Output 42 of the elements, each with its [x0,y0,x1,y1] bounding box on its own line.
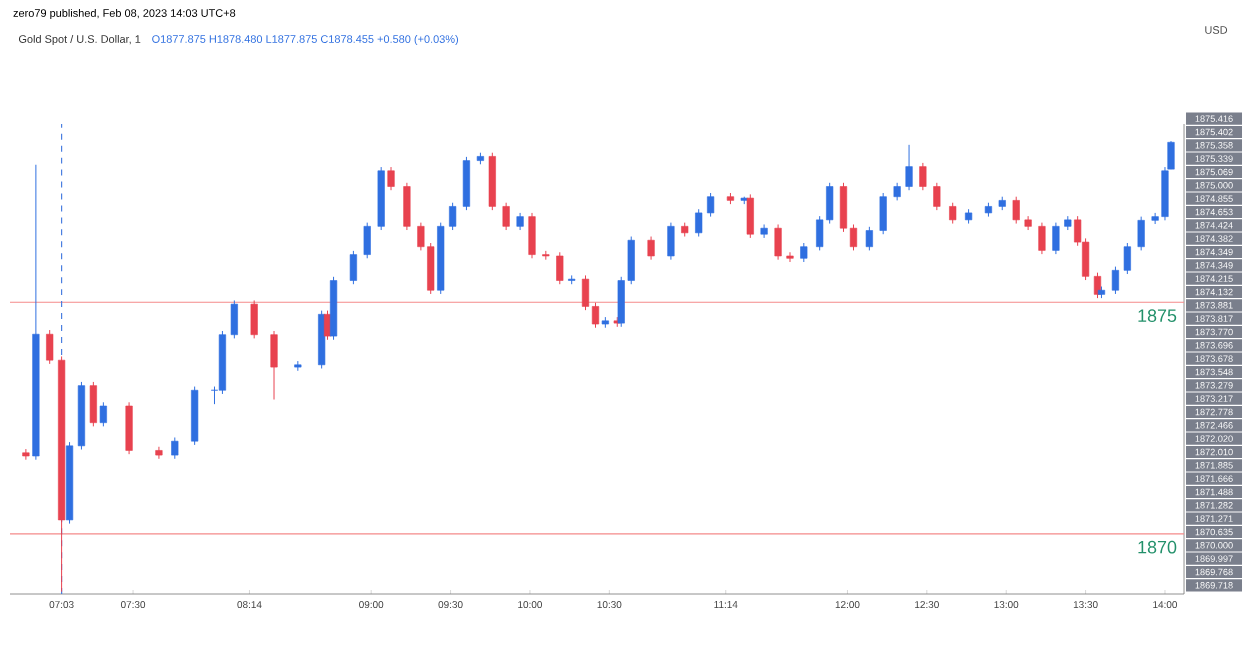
ref-line-label: 1875 [1138,309,1177,323]
candlestick [1038,222,1046,255]
candlestick [760,223,768,239]
candlestick [786,251,794,263]
candlestick [125,401,133,455]
candlestick [647,236,655,261]
candlestick [746,193,754,239]
candlestick [349,250,357,285]
candlestick [387,166,395,191]
candlestick [230,299,238,339]
candlestick [1052,222,1060,255]
candlestick [99,401,107,427]
candlestick [270,330,278,401]
candlestick [556,251,564,285]
candlestick [905,144,913,191]
candlestick [449,202,457,231]
candlestick [462,156,471,211]
candlestick [707,192,715,218]
candlestick [89,381,97,427]
candlestick [403,182,411,231]
ref-line-label: 1870 [1138,540,1177,554]
candlestick [171,436,179,460]
candlestick [933,182,941,211]
candlestick [1137,216,1145,251]
candlestick [363,222,371,259]
candlestick [528,212,536,259]
candlestick [22,448,30,461]
candlestick [949,202,957,225]
candlestick [800,242,808,263]
candlestick [46,329,54,365]
candlestick [155,446,163,460]
candlestick [1111,266,1120,295]
candlestick [774,223,782,261]
candlestick [695,208,703,238]
candlestick [667,222,675,261]
candlestick [879,192,887,235]
candlestick [502,202,510,231]
candlestick [1123,242,1131,275]
candlestick [919,162,927,191]
candlestick [250,299,258,339]
candlestick [1012,196,1020,225]
candlestick [865,226,873,251]
